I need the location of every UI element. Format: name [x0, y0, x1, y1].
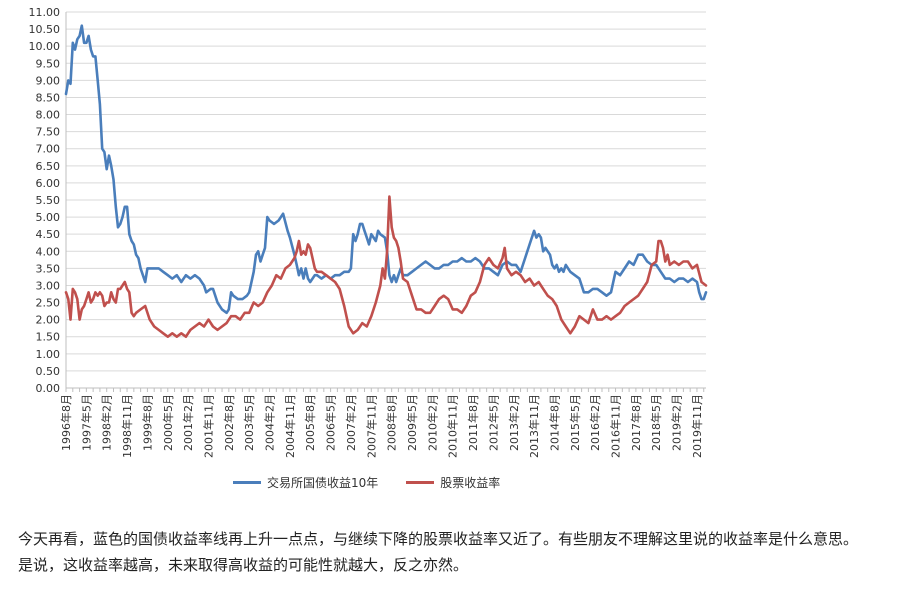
- x-tick-label: 2001年11月: [201, 394, 215, 458]
- y-tick-label: 9.50: [36, 57, 61, 70]
- y-tick-label: 5.50: [36, 194, 61, 207]
- x-tick-label: 2009年5月: [405, 394, 419, 451]
- y-tick-label: 1.50: [36, 331, 61, 344]
- y-tick-label: 4.50: [36, 228, 61, 241]
- legend-item-stock: 股票收益率: [406, 474, 500, 491]
- x-tick-label: 2010年11月: [446, 394, 460, 458]
- y-tick-label: 6.00: [36, 177, 61, 190]
- y-tick-label: 4.00: [36, 245, 61, 258]
- y-tick-label: 1.00: [36, 348, 61, 361]
- x-tick-label: 2019年11月: [690, 394, 704, 458]
- series-line-stock: [64, 195, 708, 338]
- y-tick-label: 7.50: [36, 126, 61, 139]
- caption-text: 今天再看，蓝色的国债收益率线再上升一点点，与继续下降的股票收益率又近了。有些朋友…: [18, 526, 903, 578]
- legend-label-stock: 股票收益率: [440, 476, 501, 490]
- x-tick-label: 2016年11月: [609, 394, 623, 458]
- x-tick-label: 2013年2月: [507, 394, 521, 451]
- x-tick-label: 1997年5月: [79, 394, 93, 451]
- x-tick-label: 2000年5月: [161, 394, 175, 451]
- y-tick-label: 10.50: [29, 23, 61, 36]
- y-tick-label: 9.00: [36, 74, 61, 87]
- x-tick-label: 2007年11月: [364, 394, 378, 458]
- x-tick-label: 2011年8月: [466, 394, 480, 451]
- x-tick-label: 2007年2月: [344, 394, 358, 451]
- line-chart: 0.00 0.50 1.00 1.50 2.00 2.50 3.00 3.50 4.00 4.50…: [29, 6, 708, 458]
- y-tick-label: 10.00: [29, 40, 61, 53]
- x-tick-label: 2003年5月: [242, 394, 256, 451]
- y-tick-label: 2.50: [36, 297, 61, 310]
- x-tick-label: 1998年11月: [120, 394, 134, 458]
- x-tick-label: 2019年2月: [670, 394, 684, 451]
- caption-line-2: 是说，这收益率越高，未来取得高收益的可能性就越大，反之亦然。: [18, 556, 469, 574]
- chart-legend: 交易所国债收益10年 股票收益率: [233, 474, 500, 491]
- x-tick-label: 2015年5月: [568, 394, 582, 451]
- x-tick-label: 2016年2月: [588, 394, 602, 451]
- y-tick-label: 3.50: [36, 262, 61, 275]
- y-tick-label: 5.00: [36, 211, 61, 224]
- x-tick-label: 2008年8月: [385, 394, 399, 451]
- legend-item-bond: 交易所国债收益10年: [233, 474, 378, 491]
- x-tick-label: 1998年2月: [100, 394, 114, 451]
- y-tick-label: 7.00: [36, 143, 61, 156]
- x-tick-label: 2013年11月: [527, 394, 541, 458]
- x-tick-label: 2002年8月: [222, 394, 236, 451]
- x-tick-label: 2014年8月: [547, 394, 561, 451]
- x-tick-label: 2017年8月: [629, 394, 643, 451]
- x-tick-label: 1996年8月: [59, 394, 73, 451]
- legend-label-bond: 交易所国债收益10年: [267, 476, 379, 490]
- y-tick-label: 2.00: [36, 314, 61, 327]
- legend-swatch-stock: [406, 481, 435, 484]
- x-tick-label: 2018年5月: [649, 394, 663, 451]
- legend-swatch-bond: [233, 481, 261, 484]
- y-tick-label: 6.50: [36, 160, 61, 173]
- x-tick-label: 2012年5月: [486, 394, 500, 451]
- y-tick-label: 3.00: [36, 279, 61, 292]
- x-tick-label: 2001年2月: [181, 394, 195, 451]
- series-line-bond: [64, 24, 708, 315]
- y-tick-label: 8.50: [36, 91, 61, 104]
- y-tick-label: 0.00: [36, 382, 61, 395]
- caption-line-1: 今天再看，蓝色的国债收益率线再上升一点点，与继续下降的股票收益率又近了。有些朋友…: [18, 530, 859, 548]
- y-tick-label: 11.00: [29, 6, 61, 19]
- x-tick-label: 2006年5月: [324, 394, 338, 451]
- x-tick-label: 2004年2月: [263, 394, 277, 451]
- y-tick-label: 0.50: [36, 365, 61, 378]
- x-tick-label: 2010年2月: [425, 394, 439, 451]
- x-tick-label: 1999年8月: [140, 394, 154, 451]
- x-tick-label: 2004年11月: [283, 394, 297, 458]
- x-tick-label: 2005年8月: [303, 394, 317, 451]
- y-tick-label: 8.00: [36, 109, 61, 122]
